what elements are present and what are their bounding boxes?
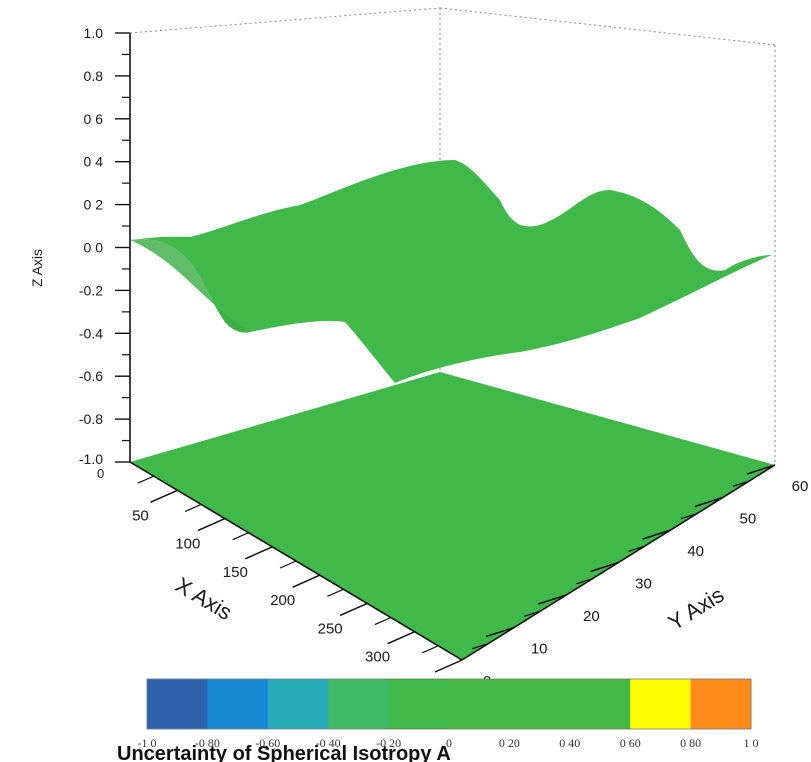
colorbar-cell (388, 679, 450, 729)
y-tick-label: 30 (635, 576, 652, 593)
colorbar-cell (328, 679, 390, 729)
x-tick-label: 300 (365, 649, 390, 666)
x-tick-label: 200 (270, 592, 295, 609)
colorbar-tick-label: 0 60 (620, 736, 641, 750)
x-tick (150, 489, 178, 503)
x-minor-tick (279, 560, 297, 569)
z-tick-label: 0.8 (84, 68, 104, 84)
z-tick-label: -0.8 (79, 411, 103, 427)
x-minor-tick (184, 503, 202, 512)
x-origin-label: 0 (97, 466, 104, 481)
z-tick-label: 0 4 (84, 154, 104, 170)
x-minor-tick (374, 617, 392, 626)
colorbar-tick-label: -0 20 (376, 736, 401, 750)
z-axis: 1.0 0.8 0 6 0 4 0 2 0 0 -0.2 -0.4 -0.6 -0.8 -1.0 Z… (29, 25, 131, 467)
y-minor-tick (680, 513, 697, 520)
y-tick (538, 594, 567, 605)
y-tick (746, 464, 776, 475)
colorbar-tick-label: 0 20 (499, 736, 520, 750)
x-tick (387, 631, 415, 645)
y-minor-tick (524, 610, 541, 617)
z-tick-label: -0.2 (79, 282, 103, 298)
z-tick-label: 0 0 (84, 240, 104, 256)
y-minor-tick (576, 578, 593, 585)
y-tick-label: 40 (687, 543, 704, 560)
colorbar-tick-label: -0.60 (255, 736, 280, 750)
raised-surface (130, 160, 772, 383)
z-tick-label: -0.6 (79, 368, 103, 384)
z-tick-label: -1.0 (79, 451, 103, 467)
z-tick-label: 1.0 (84, 25, 104, 41)
colorbar: -1 0 -0 80 -0.60 -0 40 -0 20 0 0 20 0 40 0 60 0 8… (138, 678, 759, 750)
x-tick-label: 50 (132, 507, 149, 524)
colorbar-tick-label: 1 0 (744, 736, 759, 750)
y-tick (694, 496, 724, 508)
colorbar-tick-label: 0 (446, 736, 452, 750)
x-minor-tick (232, 532, 249, 541)
colorbar-cell (690, 679, 752, 729)
z-tick-label: 0 2 (84, 197, 104, 213)
x-minor-tick (327, 588, 344, 597)
y-tick (590, 561, 619, 573)
y-axis-title: Y Axis (664, 582, 729, 635)
x-tick (339, 602, 368, 617)
y-tick (485, 626, 515, 638)
x-tick-label: 100 (175, 536, 200, 553)
colorbar-cell (569, 679, 631, 729)
y-tick-label: 60 (792, 478, 809, 495)
colorbar-cell (509, 679, 571, 729)
x-tick (197, 517, 226, 532)
z-axis-title: Z Axis (29, 249, 45, 287)
caption: Uncertainty of Spherical Isotropy A (117, 743, 451, 762)
x-minor-tick (422, 645, 439, 654)
colorbar-tick-label: -1 0 (138, 736, 157, 750)
y-minor-tick (732, 480, 750, 487)
colorbar-tick-label: 0 80 (680, 736, 701, 750)
y-tick-label: 50 (739, 511, 756, 528)
y-tick (642, 529, 671, 540)
colorbar-cell (630, 679, 692, 729)
x-tick (244, 546, 273, 560)
y-minor-tick (628, 545, 645, 552)
colorbar-cell (207, 679, 269, 729)
y-minor-tick (471, 643, 489, 650)
colorbar-tick-label: -0 80 (195, 736, 220, 750)
x-minor-tick (137, 475, 154, 484)
colorbar-tick-label: 0 40 (559, 736, 580, 750)
x-tick-label: 150 (223, 564, 248, 581)
y-tick-label: 20 (583, 608, 600, 625)
z-tick-label: -0.4 (79, 325, 103, 341)
x-tick (434, 659, 463, 673)
colorbar-cell (267, 679, 329, 729)
colorbar-cell (147, 679, 208, 729)
z-tick-label: 0 6 (84, 111, 104, 127)
floor-surface (130, 372, 775, 660)
colorbar-tick-label: -0 40 (316, 736, 341, 750)
y-tick-label: 10 (531, 641, 548, 658)
x-tick-label: 250 (318, 620, 343, 637)
colorbar-cell (449, 679, 510, 729)
x-tick (292, 574, 321, 588)
